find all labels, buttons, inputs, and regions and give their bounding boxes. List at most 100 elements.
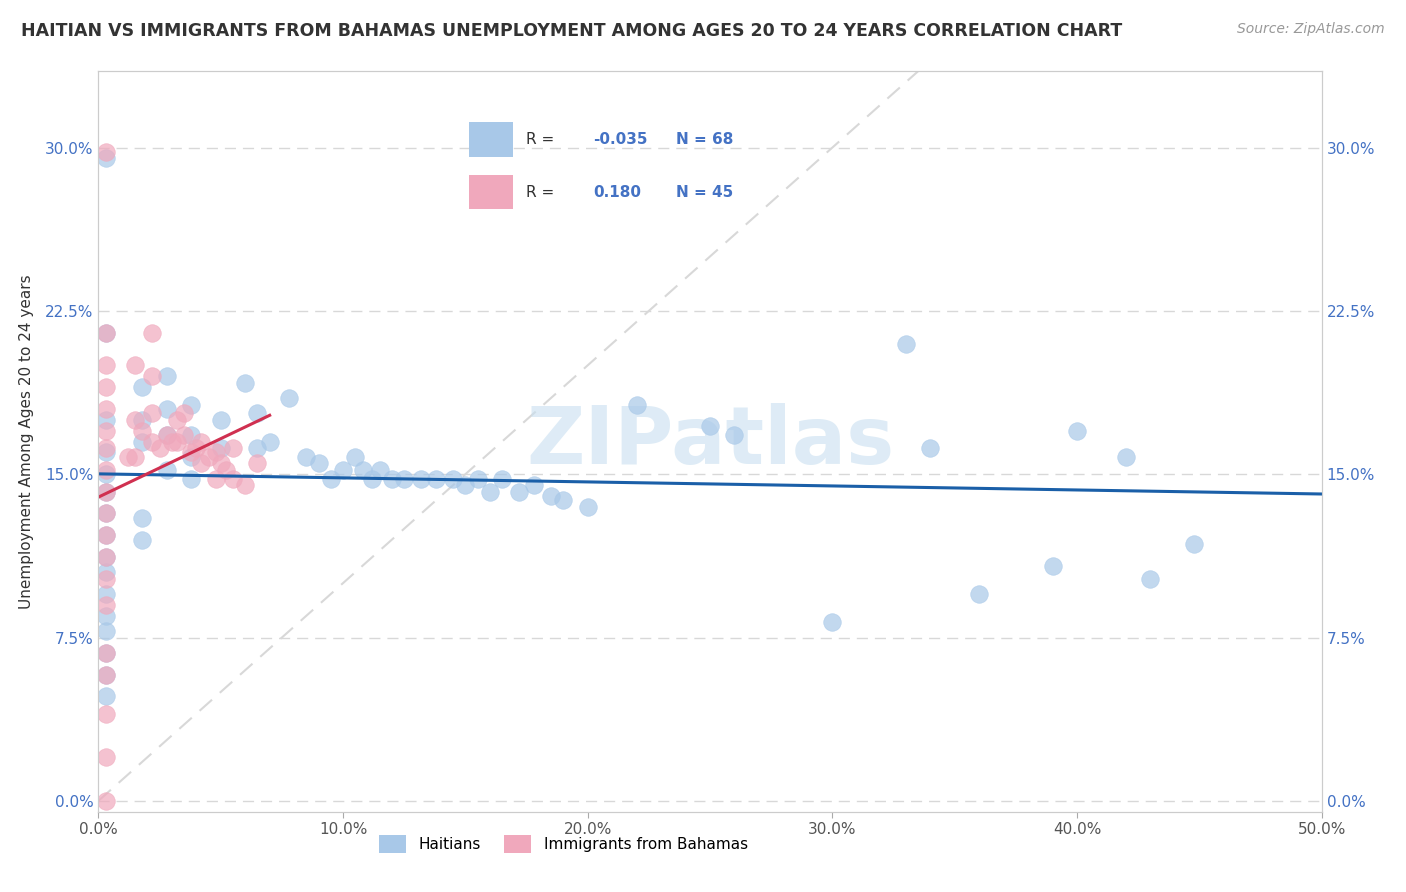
Point	[246, 441, 269, 455]
Point	[94, 528, 117, 542]
Point	[94, 484, 117, 499]
Point	[94, 690, 117, 704]
Point	[332, 463, 354, 477]
Point	[190, 434, 212, 449]
Legend: Haitians, Immigrants from Bahamas: Haitians, Immigrants from Bahamas	[373, 829, 754, 860]
Point	[209, 413, 232, 427]
Point	[205, 472, 228, 486]
Point	[173, 406, 195, 420]
Point	[173, 428, 195, 442]
Point	[94, 587, 117, 601]
Point	[352, 463, 374, 477]
Point	[209, 456, 232, 470]
Point	[186, 441, 208, 455]
Point	[1115, 450, 1137, 464]
Point	[94, 646, 117, 660]
Point	[131, 434, 153, 449]
Point	[124, 359, 146, 373]
Point	[94, 152, 117, 166]
Point	[94, 484, 117, 499]
Point	[180, 428, 202, 442]
Point	[166, 413, 188, 427]
Point	[94, 624, 117, 638]
Point	[1066, 424, 1088, 438]
Point	[156, 463, 179, 477]
Point	[894, 336, 917, 351]
Point	[295, 450, 318, 464]
Point	[821, 615, 844, 630]
Point	[209, 441, 232, 455]
Point	[576, 500, 599, 514]
Point	[278, 391, 301, 405]
Point	[94, 359, 117, 373]
Point	[131, 424, 153, 438]
Point	[553, 493, 575, 508]
Text: ZIPatlas: ZIPatlas	[526, 402, 894, 481]
Point	[94, 667, 117, 681]
Point	[94, 646, 117, 660]
Point	[180, 472, 202, 486]
Point	[967, 587, 990, 601]
Point	[368, 463, 391, 477]
Point	[160, 434, 183, 449]
Point	[131, 510, 153, 524]
Point	[141, 434, 163, 449]
Point	[141, 326, 163, 340]
Point	[94, 413, 117, 427]
Point	[94, 598, 117, 612]
Point	[1042, 558, 1064, 573]
Point	[124, 413, 146, 427]
Point	[246, 406, 269, 420]
Point	[94, 507, 117, 521]
Point	[94, 424, 117, 438]
Point	[131, 380, 153, 394]
Point	[94, 549, 117, 564]
Point	[94, 467, 117, 482]
Point	[94, 608, 117, 623]
Point	[94, 326, 117, 340]
Point	[259, 434, 281, 449]
Point	[319, 472, 342, 486]
Point	[94, 507, 117, 521]
Point	[156, 428, 179, 442]
Point	[392, 472, 416, 486]
Point	[117, 450, 139, 464]
Point	[1139, 572, 1161, 586]
Point	[156, 369, 179, 384]
Point	[441, 472, 464, 486]
Point	[180, 450, 202, 464]
Point	[699, 419, 721, 434]
Point	[344, 450, 367, 464]
Point	[94, 572, 117, 586]
Point	[478, 484, 501, 499]
Point	[491, 472, 513, 486]
Point	[508, 484, 530, 499]
Point	[1184, 537, 1206, 551]
Point	[131, 413, 153, 427]
Text: Source: ZipAtlas.com: Source: ZipAtlas.com	[1237, 22, 1385, 37]
Point	[361, 472, 384, 486]
Point	[197, 450, 219, 464]
Point	[94, 667, 117, 681]
Point	[94, 528, 117, 542]
Point	[723, 428, 745, 442]
Point	[214, 463, 236, 477]
Point	[467, 472, 489, 486]
Point	[94, 445, 117, 459]
Point	[94, 326, 117, 340]
Point	[156, 428, 179, 442]
Point	[222, 472, 245, 486]
Point	[246, 456, 269, 470]
Point	[180, 398, 202, 412]
Point	[94, 565, 117, 579]
Point	[308, 456, 330, 470]
Point	[156, 401, 179, 416]
Point	[454, 478, 477, 492]
Point	[381, 472, 404, 486]
Point	[131, 533, 153, 547]
Point	[94, 706, 117, 721]
Point	[540, 489, 562, 503]
Point	[205, 445, 228, 459]
Point	[94, 145, 117, 159]
Point	[190, 456, 212, 470]
